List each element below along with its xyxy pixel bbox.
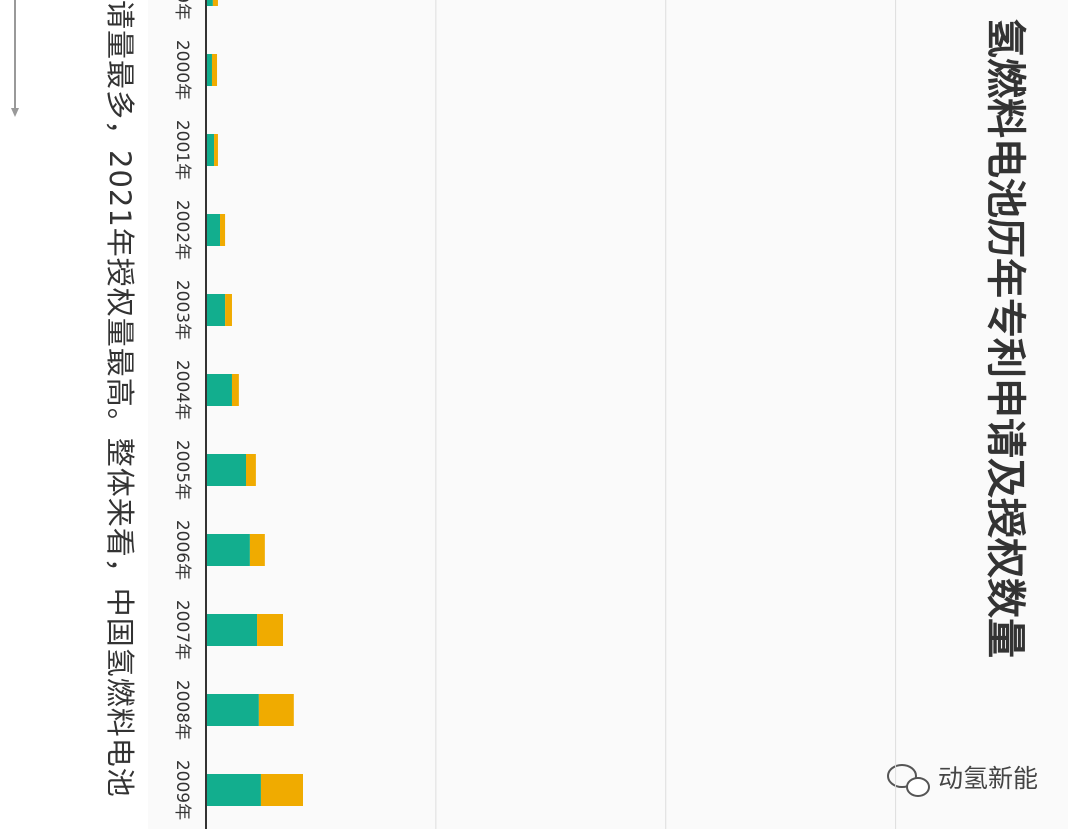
bar	[212, 0, 218, 6]
x-tick-label: 2004年	[172, 360, 192, 420]
bar	[225, 294, 232, 326]
bar	[206, 214, 221, 246]
bar	[206, 134, 215, 166]
x-tick-label: 2008年	[172, 680, 192, 740]
x-tick-label: 2006年	[172, 520, 192, 580]
bar	[249, 534, 265, 566]
bar	[260, 774, 304, 806]
x-tick-label: 2002年	[172, 200, 192, 260]
chart-panel	[148, 0, 1068, 829]
x-tick-label: 2005年	[172, 440, 192, 500]
x-tick-label: 2000年	[172, 40, 192, 100]
icon-bubble	[887, 764, 917, 788]
x-tick-label: 1999年	[172, 0, 192, 20]
bar	[211, 54, 218, 86]
bar	[231, 374, 239, 406]
bar	[206, 294, 226, 326]
bar	[220, 214, 226, 246]
watermark-icon	[887, 764, 930, 797]
chart-title: 氢燃料电池历年专利申请及授权数量	[982, 18, 1028, 658]
bar	[257, 614, 284, 646]
bar	[206, 454, 246, 486]
x-tick-label: 2007年	[172, 600, 192, 660]
bar	[206, 54, 212, 86]
bar	[206, 614, 258, 646]
bar	[206, 534, 250, 566]
bar	[206, 774, 261, 806]
bar	[206, 374, 232, 406]
x-tick-label: 2001年	[172, 120, 192, 180]
bar	[206, 694, 259, 726]
bar	[214, 134, 218, 166]
scroll-arrow	[11, 108, 19, 117]
watermark: 动氢新能	[938, 764, 1038, 793]
x-tick-label: 2009年	[172, 760, 192, 820]
bar	[258, 694, 294, 726]
article-text: 请量最多，2021年授权量最高。整体来看，中国氢燃料电池	[103, 0, 137, 798]
bar	[206, 0, 213, 6]
icon-bubble	[906, 777, 930, 797]
x-tick-label: 2003年	[172, 280, 192, 340]
bar	[245, 454, 256, 486]
